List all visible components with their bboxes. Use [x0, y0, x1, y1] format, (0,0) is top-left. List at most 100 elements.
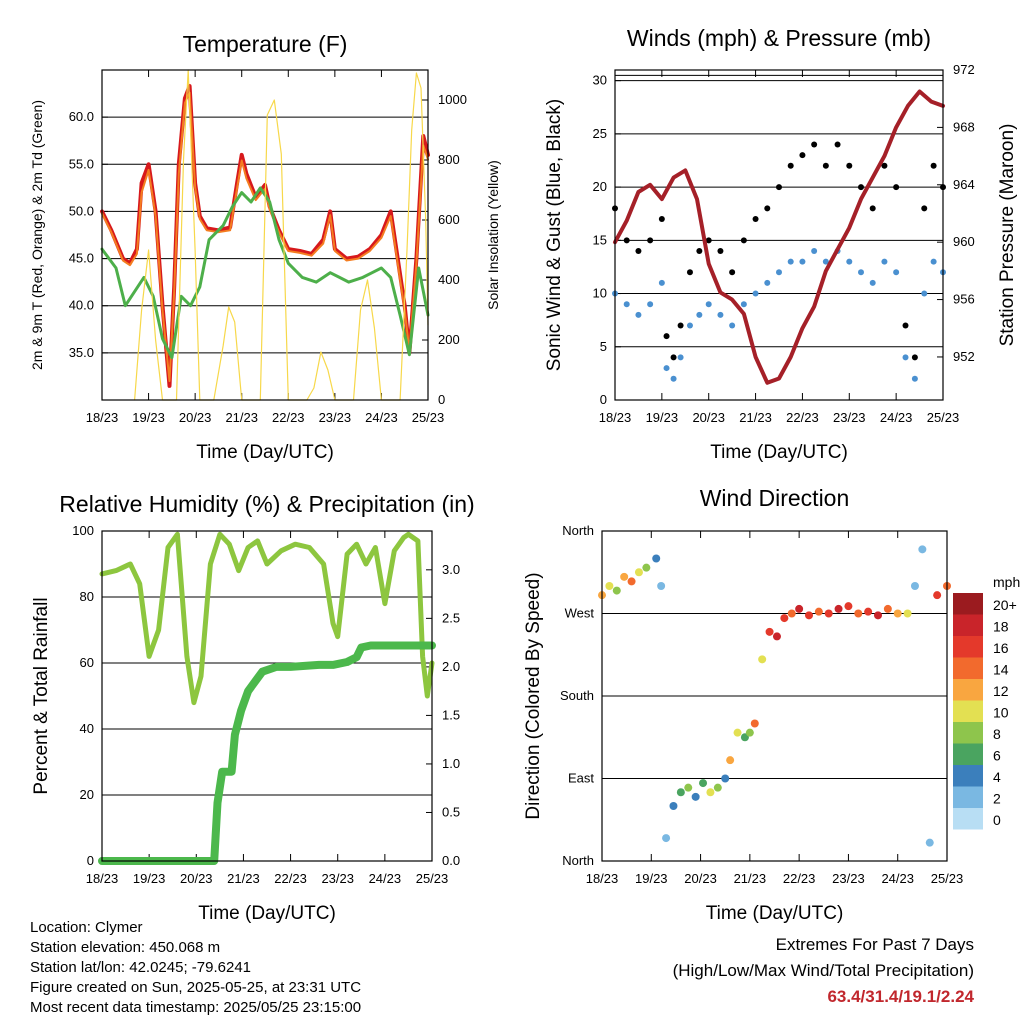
x-tick-label-3: 23/23	[321, 871, 354, 886]
direction-point	[684, 783, 693, 792]
y2-tick-label-3: 2.0	[442, 659, 460, 674]
series-wind-point	[858, 269, 864, 276]
legend-label: 18	[993, 618, 1009, 634]
y2-tick-label-3: 1.5	[442, 707, 460, 722]
x-tick-label-3: 19/23	[133, 871, 166, 886]
y-tick-label-2: 30	[593, 73, 607, 88]
series-wind-point	[869, 279, 876, 286]
legend-swatch	[953, 700, 983, 722]
x-tick-label-4: 19/23	[635, 871, 668, 886]
series-9m-t	[101, 91, 429, 383]
y2-tick-label-2: 952	[953, 349, 975, 364]
direction-point	[676, 788, 685, 797]
legend-label: 6	[993, 747, 1001, 763]
series-gust-point	[881, 162, 888, 169]
x-tick-label-3: 24/23	[369, 871, 402, 886]
x-tick-label-3: 22/23	[274, 871, 307, 886]
latlon-text: Station lat/lon: 42.0245; -79.6241	[30, 959, 252, 976]
x-axis-label-2: Time (Day/UTC)	[710, 442, 848, 463]
y-tick-label-3: 100	[72, 523, 94, 538]
legend-label: 14	[993, 661, 1009, 677]
direction-point	[634, 568, 643, 577]
series-gust-point	[686, 269, 693, 276]
x-tick-label-3: 18/23	[86, 871, 119, 886]
y2-tick-label-3: 2.5	[442, 610, 460, 625]
direction-point	[805, 611, 813, 620]
y-tick-label-1: 35.0	[69, 345, 94, 360]
series-total-precipitation	[98, 641, 436, 865]
series-wind-point	[911, 375, 918, 382]
series-wind-point	[717, 311, 724, 318]
plot-frame-3	[101, 530, 433, 862]
legend-swatch	[953, 614, 983, 636]
series-gust-point	[740, 237, 747, 244]
series-gust-point	[869, 205, 876, 212]
x-tick-label-2: 20/23	[692, 410, 725, 425]
direction-point	[691, 792, 700, 801]
series-gust-point	[670, 354, 677, 361]
y2-tick-label-3: 3.0	[442, 562, 460, 577]
plot-frame-2	[614, 69, 944, 401]
legend-swatch	[953, 657, 983, 679]
series-gust-point	[858, 184, 864, 191]
y2-tick-label-2: 964	[953, 177, 975, 192]
legend-swatch	[953, 636, 983, 658]
y2-tick-label-3: 0.0	[442, 853, 460, 868]
direction-point	[765, 627, 774, 636]
direction-point	[669, 802, 678, 810]
series-gust-point	[811, 141, 818, 148]
y2-tick-label-1: 600	[438, 212, 460, 227]
series-gust-point	[787, 162, 794, 169]
direction-point	[699, 779, 708, 788]
x-tick-label-1: 19/23	[132, 410, 165, 425]
legend-swatch	[953, 722, 983, 744]
direction-point	[642, 563, 651, 572]
direction-point	[662, 834, 671, 843]
series-gust-point	[658, 216, 665, 223]
series-gust-point	[729, 269, 736, 276]
x-tick-label-1: 20/23	[179, 410, 212, 425]
chart-title-2: Winds (mph) & Pressure (mb)	[627, 25, 931, 51]
series-gust-point	[696, 247, 703, 254]
y2-tick-label-1: 0	[438, 392, 445, 407]
y-tick-label-1: 55.0	[69, 156, 94, 171]
y-axis-label-4: Direction (Colored By Speed)	[523, 572, 544, 819]
legend-swatch	[953, 808, 983, 830]
y2-axis-label-1: Solar Insolation (Yellow)	[485, 160, 501, 310]
series-wind-point	[921, 290, 928, 297]
series-gust-point	[647, 237, 654, 244]
series-gust-point	[834, 141, 841, 148]
x-tick-label-3: 25/23	[416, 871, 449, 886]
legend-label: 4	[993, 769, 1001, 785]
x-tick-label-4: 22/23	[783, 871, 816, 886]
direction-point	[903, 609, 912, 618]
direction-point	[780, 614, 789, 623]
y2-tick-label-1: 1000	[438, 92, 467, 107]
x-tick-label-4: 20/23	[684, 871, 717, 886]
x-tick-label-4: 18/23	[586, 871, 619, 886]
series-wind-point	[822, 258, 829, 265]
y-tick-label-1: 45.0	[69, 251, 94, 266]
series-gust-point	[776, 184, 782, 191]
series-gust-point	[846, 162, 853, 169]
y-axis-label-1: 2m & 9m T (Red, Orange) & 2m Td (Green)	[29, 100, 45, 370]
series-gust-point	[893, 184, 900, 191]
x-tick-label-3: 20/23	[180, 871, 213, 886]
series-wind-point	[752, 290, 759, 297]
series-gust-point	[717, 247, 724, 254]
series-wind-point	[811, 247, 818, 254]
y-tick-label-3: 60	[80, 655, 94, 670]
legend-label: 10	[993, 704, 1009, 720]
chart-title-3: Relative Humidity (%) & Precipitation (i…	[59, 491, 474, 517]
x-tick-label-3: 21/23	[227, 871, 260, 886]
direction-point	[844, 602, 853, 611]
x-tick-label-1: 25/23	[412, 410, 445, 425]
direction-point	[745, 728, 754, 737]
series-wind-point	[846, 258, 853, 265]
legend-label: 2	[993, 790, 1001, 806]
direction-point	[824, 609, 833, 618]
direction-point	[605, 582, 614, 590]
legend-swatch	[953, 765, 983, 787]
series-gust-point	[635, 247, 642, 254]
